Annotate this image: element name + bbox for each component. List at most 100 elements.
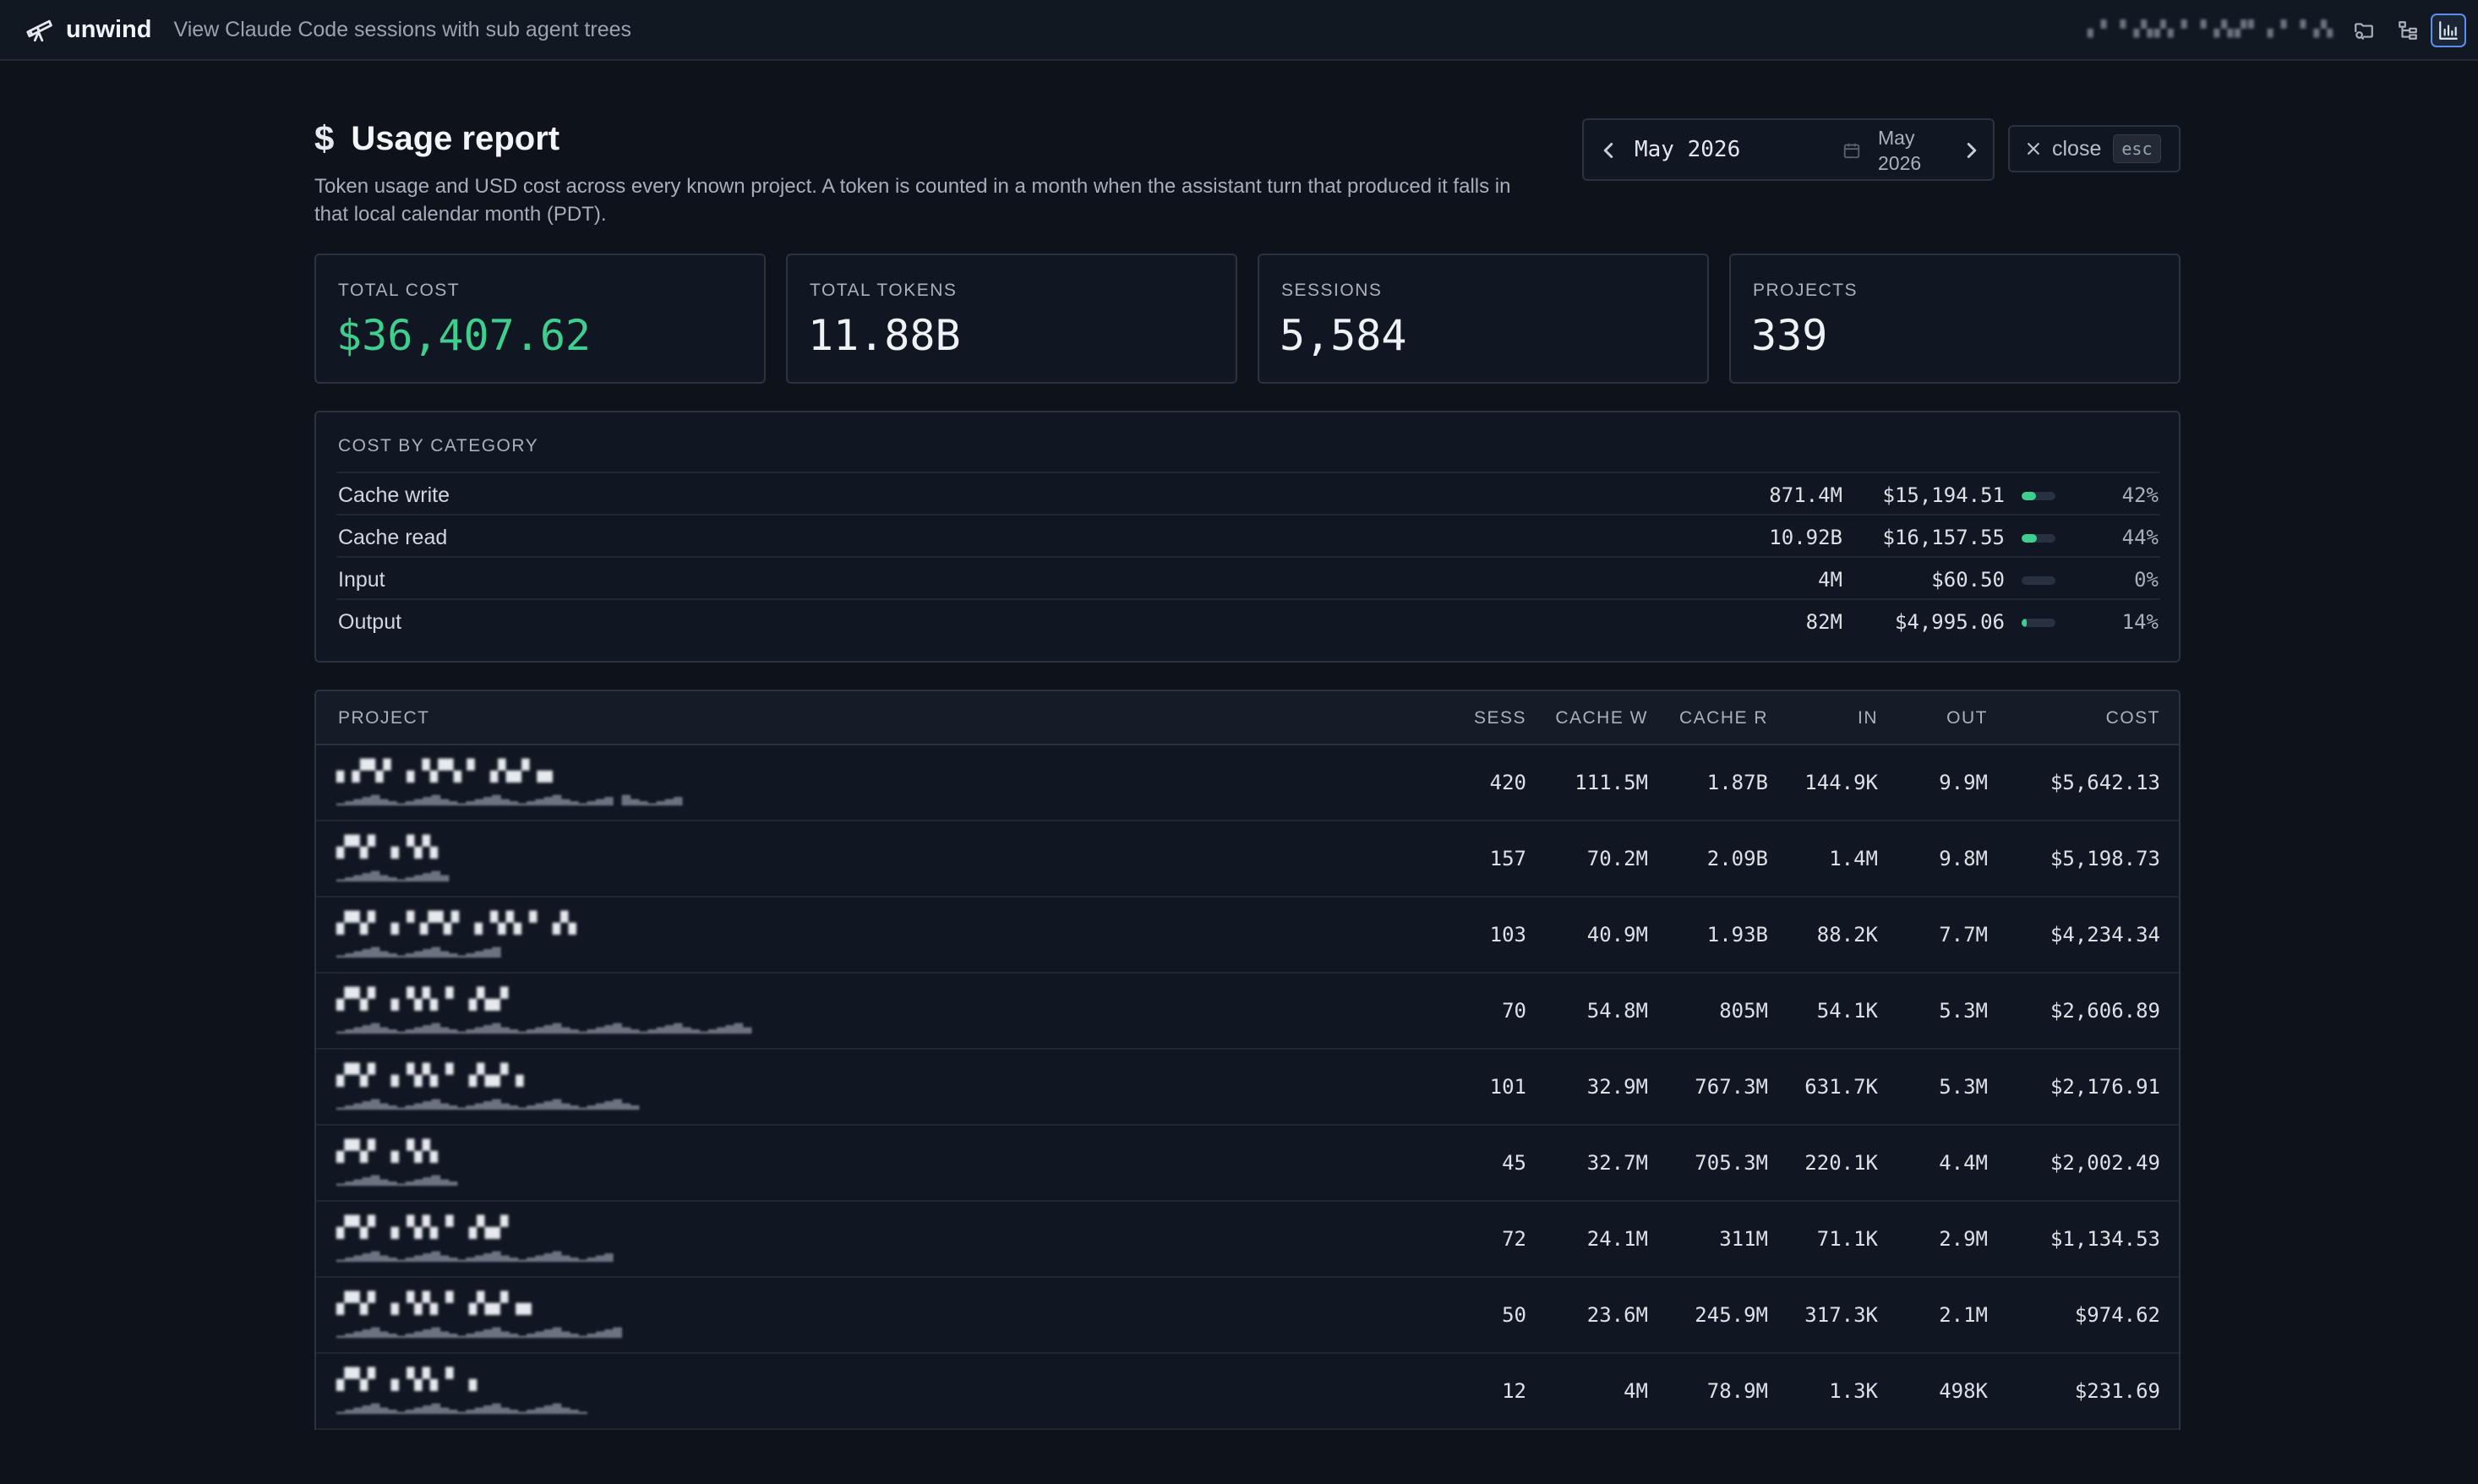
tagline: View Claude Code sessions with sub agent… bbox=[173, 17, 632, 41]
cell-out: 9.8M bbox=[1939, 847, 1988, 870]
column-header-cache-w[interactable]: CACHE W bbox=[1555, 708, 1648, 728]
column-header-in[interactable]: IN bbox=[1858, 708, 1878, 728]
cell-cost: $974.62 bbox=[2074, 1303, 2160, 1327]
category-share-bar bbox=[2022, 534, 2055, 543]
cell-in: 220.1K bbox=[1804, 1151, 1878, 1175]
project-name: ▞▚▘▗▝▞▖▘▗▚▞▗▖ bbox=[336, 1292, 539, 1315]
category-name: Input bbox=[338, 568, 385, 592]
table-row[interactable]: ▞▚▘▗▝▞▖▘▗▚▞▗ ▁▂▃▄▅▃▂▁▂▃▄▅▃▂▁▂▃▄▅▃▂▁▂▃▄▅▃▂… bbox=[316, 1050, 2179, 1126]
cell-out: 4.4M bbox=[1939, 1151, 1988, 1175]
column-header-sess[interactable]: SESS bbox=[1473, 708, 1526, 728]
project-name: ▞▚▘▗▝▞▖ bbox=[336, 1140, 446, 1163]
cell-cost: $5,198.73 bbox=[2050, 847, 2160, 870]
cell-cache-r: 767.3M bbox=[1695, 1075, 1768, 1099]
stat-card-total-cost: TOTAL COST $36,407.62 bbox=[314, 254, 766, 384]
cell-cost: $2,002.49 bbox=[2050, 1151, 2160, 1175]
brand-name[interactable]: unwind bbox=[66, 15, 152, 43]
stat-label: TOTAL TOKENS bbox=[810, 281, 958, 300]
projects-table: PROJECT SESS CACHE W CACHE R IN OUT COST… bbox=[314, 690, 2181, 1430]
stat-card-total-tokens: TOTAL TOKENS 11.88B bbox=[786, 254, 1237, 384]
category-percent: 14% bbox=[2121, 610, 2159, 634]
category-cost: $4,995.06 bbox=[1894, 610, 2005, 634]
category-share-bar bbox=[2022, 619, 2055, 627]
project-name: ▞▚▘▗▝▞▖▘▗▚▞▗ bbox=[336, 1064, 524, 1087]
esc-shortcut-badge: esc bbox=[2113, 134, 2161, 163]
column-header-project[interactable]: PROJECT bbox=[338, 708, 430, 728]
stat-value: 339 bbox=[1751, 311, 1828, 360]
category-cost: $60.50 bbox=[1931, 568, 2005, 592]
table-row[interactable]: ▞▚▘▗▝▞▖▘▗ ▁▂▃▄▅▃▂▁▂▃▄▅▃▂▁▂▃▄▅▃▂▁▂▃▄▅▃▂▁ 12… bbox=[316, 1354, 2179, 1430]
column-header-cache-r[interactable]: CACHE R bbox=[1678, 708, 1768, 728]
category-percent: 42% bbox=[2121, 483, 2159, 507]
cell-in: 1.4M bbox=[1829, 847, 1878, 870]
stat-cards: TOTAL COST $36,407.62 TOTAL TOKENS 11.88… bbox=[314, 254, 2181, 384]
month-picker[interactable]: May 2026 May 2026 bbox=[1582, 118, 1995, 181]
top-bar: unwind View Claude Code sessions with su… bbox=[0, 0, 2478, 61]
cell-sess: 12 bbox=[1502, 1379, 1526, 1403]
cell-cache-w: 54.8M bbox=[1586, 999, 1648, 1023]
cell-in: 88.2K bbox=[1816, 923, 1878, 947]
table-row[interactable]: ▞▚▘▗▝▞▖▘▗▚▞▗▖ ▁▂▃▄▅▃▂▁▂▃▄▅▃▂▁▂▃▄▅▃▂▁▂▃▄▅▃… bbox=[316, 1278, 2179, 1354]
category-name: Cache read bbox=[338, 526, 448, 549]
category-share-fill bbox=[2022, 492, 2036, 500]
cell-sess: 103 bbox=[1489, 923, 1526, 947]
stat-label: SESSIONS bbox=[1281, 281, 1383, 300]
table-header: PROJECT SESS CACHE W CACHE R IN OUT COST bbox=[316, 691, 2179, 745]
cell-cache-r: 705.3M bbox=[1695, 1151, 1768, 1175]
project-path: ▁▂▃▄▅▃▂▁▂▃▄▅▃▂ bbox=[336, 1170, 458, 1187]
table-row[interactable]: ▞▚▘▗▝▞▖▘▗▚▞ ▁▂▃▄▅▃▂▁▂▃▄▅▃▂▁▂▃▄▅▃▂▁▂▃▄▅▃▂▁… bbox=[316, 1202, 2179, 1278]
report-description: Token usage and USD cost across every kn… bbox=[314, 175, 1511, 226]
cell-cost: $1,134.53 bbox=[2050, 1227, 2160, 1251]
cell-cache-w: 70.2M bbox=[1586, 847, 1648, 870]
stat-card-projects: PROJECTS 339 bbox=[1729, 254, 2181, 384]
close-label: close bbox=[2052, 136, 2102, 161]
calendar-icon[interactable] bbox=[1842, 140, 1861, 161]
category-name: Output bbox=[338, 610, 402, 634]
close-button[interactable]: close esc bbox=[2008, 125, 2181, 172]
telescope-icon bbox=[26, 19, 52, 42]
table-row[interactable]: ▖▞▚▘▗▝▞▚ ▘▗▚▞▗▖ ▁▂▃▄▅▃▂▁▂▃▄▅▃▂▁▂▃▄▅▃▂▁▂▃▄… bbox=[316, 745, 2179, 821]
cell-cost: $231.69 bbox=[2074, 1379, 2160, 1403]
tree-view-button[interactable] bbox=[2390, 14, 2426, 47]
cell-out: 5.3M bbox=[1939, 1075, 1988, 1099]
category-share-bar bbox=[2022, 576, 2055, 585]
cell-sess: 420 bbox=[1489, 771, 1526, 794]
category-name: Cache write bbox=[338, 483, 450, 507]
sessions-browser-button[interactable] bbox=[2346, 14, 2382, 47]
project-name: ▞▚▘▗▝▞▖▘▗▚▞ bbox=[336, 1216, 509, 1239]
cell-in: 317.3K bbox=[1804, 1303, 1878, 1327]
usage-report-button[interactable] bbox=[2431, 14, 2466, 47]
project-path: ▁▂▃▄▅▃▂▁▂▃▄▅▃▂▁▂▃▄▅▃▂▁▂▃▄▅▃▂▁▂▃▄▅▃▂ bbox=[336, 1094, 640, 1110]
cell-cache-w: 4M bbox=[1624, 1379, 1648, 1403]
cell-cache-r: 2.09B bbox=[1706, 847, 1768, 870]
cell-cache-r: 1.87B bbox=[1706, 771, 1768, 794]
project-path: ▁▂▃▄▅▃▂▁▂▃▄▅▃▂▁▂▃▄▅▃▂▁▂▃▄▅▃▂▁▂▃▄ bbox=[336, 1246, 614, 1263]
table-row[interactable]: ▞▚▘▗▝ ▞▚▘▗▝▞▖▘▗▚ ▁▂▃▄▅▃▂▁▂▃▄▅▃▂▁▂▃▄▅ 103 40… bbox=[316, 897, 2179, 974]
stat-card-sessions: SESSIONS 5,584 bbox=[1258, 254, 1709, 384]
page-title-text: Usage report bbox=[351, 119, 560, 157]
chevron-right-icon[interactable] bbox=[1959, 137, 1984, 164]
month-input[interactable]: May 2026 bbox=[1635, 137, 1741, 162]
column-header-out[interactable]: OUT bbox=[1946, 708, 1988, 728]
usage-report-panel: $ Usage report Token usage and USD cost … bbox=[314, 118, 2181, 1430]
category-row-cache-read: Cache read 10.92B $16,157.55 44% bbox=[336, 514, 2160, 556]
project-path: ▁▂▃▄▅▃▂▁▂▃▄▅▃ bbox=[336, 865, 450, 882]
cell-cache-w: 111.5M bbox=[1575, 771, 1648, 794]
stat-label: TOTAL COST bbox=[338, 281, 461, 300]
cell-out: 5.3M bbox=[1939, 999, 1988, 1023]
category-share-fill bbox=[2022, 619, 2027, 627]
cell-cache-r: 1.93B bbox=[1706, 923, 1768, 947]
cell-in: 54.1K bbox=[1816, 999, 1878, 1023]
cell-cache-r: 311M bbox=[1719, 1227, 1768, 1251]
table-row[interactable]: ▞▚▘▗▝▞▖ ▁▂▃▄▅▃▂▁▂▃▄▅▃▂ 45 32.7M 705.3M 220.1K… bbox=[316, 1126, 2179, 1202]
column-header-cost[interactable]: COST bbox=[2105, 708, 2160, 728]
table-row[interactable]: ▞▚▘▗▝▞▖ ▁▂▃▄▅▃▂▁▂▃▄▅▃ 157 70.2M 2.09B 1.4M 9.8… bbox=[316, 821, 2179, 897]
category-heading: COST BY CATEGORY bbox=[338, 436, 539, 456]
cell-cache-w: 32.9M bbox=[1586, 1075, 1648, 1099]
chevron-left-icon[interactable] bbox=[1596, 137, 1621, 164]
cell-cache-r: 78.9M bbox=[1706, 1379, 1768, 1403]
cell-cache-w: 24.1M bbox=[1586, 1227, 1648, 1251]
project-name: ▞▚▘▗▝ ▞▚▘▗▝▞▖▘▗▚ bbox=[336, 912, 576, 935]
cell-sess: 50 bbox=[1502, 1303, 1526, 1327]
table-row[interactable]: ▞▚▘▗▝▞▖▘▗▚▞ ▁▂▃▄▅▃▂▁▂▃▄▅▃▂▁▂▃▄▅▃▂▁▂▃▄▅▃▂▁… bbox=[316, 974, 2179, 1050]
